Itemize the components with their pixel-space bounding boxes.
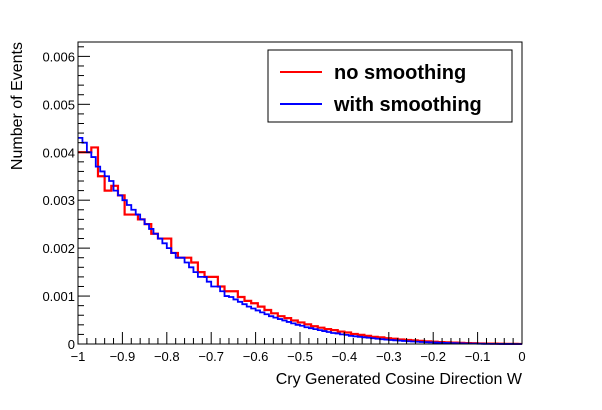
x-tick-label: −1 [71,349,86,364]
y-tick-label: 0.006 [42,49,75,64]
y-axis-title: Number of Events [9,42,26,170]
x-axis-tick-labels: −1 −0.9 −0.8 −0.7 −0.6 −0.5 −0.4 −0.3 −0.2 −0.1 0 [71,349,526,364]
x-axis-title: Cry Generated Cosine Direction W [276,371,523,388]
legend-box [267,49,513,123]
x-axis-ticks [77,332,523,344]
legend: no smoothing with smoothing [267,49,513,123]
x-tick-label: −0.7 [198,349,224,364]
y-axis-tick-labels: 0 0.001 0.002 0.003 0.004 0.005 0.006 [42,49,75,352]
x-tick-label: −0.3 [376,349,402,364]
x-tick-label: −0.2 [420,349,446,364]
y-tick-label: 0 [68,337,75,352]
legend-label-no-smoothing: no smoothing [334,62,466,84]
legend-label-with-smoothing: with smoothing [333,94,482,116]
x-tick-label: −0.9 [110,349,136,364]
y-axis-ticks [78,46,90,345]
y-tick-label: 0.002 [42,241,75,256]
x-tick-label: −0.1 [465,349,491,364]
x-tick-label: −0.6 [243,349,269,364]
y-tick-label: 0.003 [42,193,75,208]
x-tick-label: −0.8 [154,349,180,364]
x-tick-label: 0 [518,349,525,364]
x-tick-label: −0.5 [287,349,313,364]
y-tick-label: 0.004 [42,145,75,160]
x-tick-label: −0.4 [332,349,358,364]
y-tick-label: 0.005 [42,97,75,112]
y-tick-label: 0.001 [42,289,75,304]
